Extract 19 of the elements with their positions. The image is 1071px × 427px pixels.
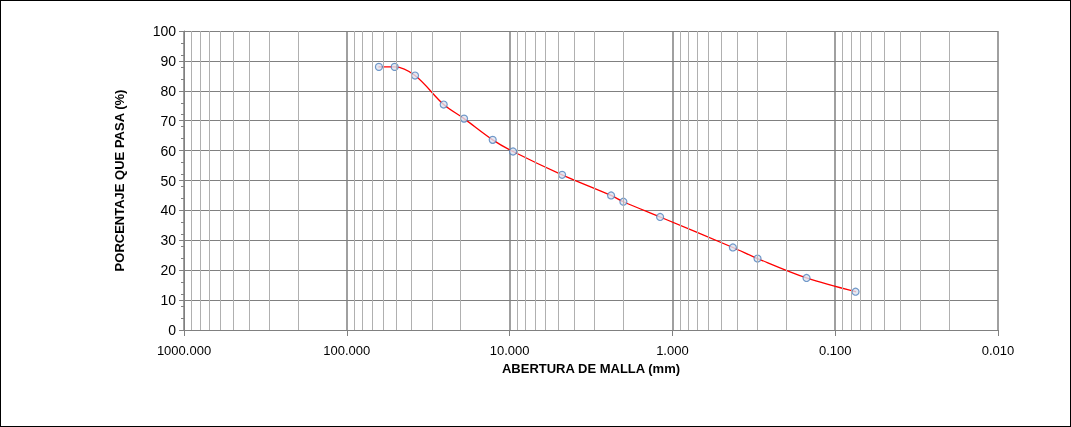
- x-tick-label: 100.000: [323, 343, 371, 358]
- x-tick-label: 10.000: [489, 343, 530, 358]
- y-tick-label: 30: [160, 232, 177, 249]
- x-tick-label: 0.010: [981, 343, 1015, 358]
- y-tick-label: 80: [160, 82, 177, 99]
- y-tick-label: 0: [168, 322, 177, 338]
- y-axis-title: PORCENTAJE QUE PASA (%): [112, 89, 127, 272]
- y-tick-label: 20: [160, 262, 177, 279]
- x-tick-label: 0.100: [818, 343, 852, 358]
- y-tick-label: 10: [160, 292, 177, 309]
- y-tick-label: 40: [160, 202, 177, 219]
- x-tick-label: 1000.000: [156, 343, 212, 358]
- y-tick-label: 100: [152, 23, 177, 39]
- y-tick-label: 60: [160, 142, 177, 159]
- y-tick-label: 70: [160, 112, 177, 129]
- y-tick-label: 50: [160, 172, 177, 189]
- x-tick-label: 1.000: [656, 343, 689, 358]
- x-axis-title: ABERTURA DE MALLA (mm): [501, 360, 681, 376]
- y-tick-label: 90: [160, 52, 177, 69]
